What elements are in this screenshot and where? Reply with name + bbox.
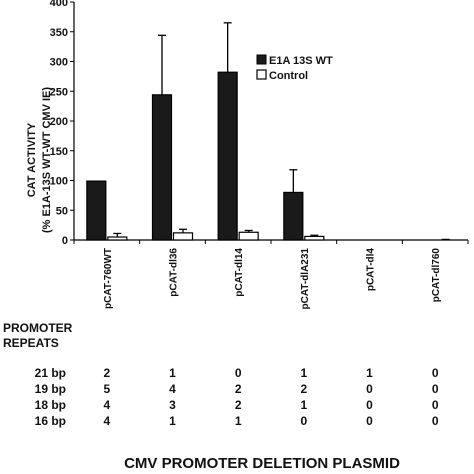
table-cell: 0 — [366, 414, 373, 428]
table-cell: 1 — [169, 366, 176, 380]
table-cell: 0 — [235, 366, 242, 380]
category-label: pCAT-760WT — [103, 248, 114, 309]
legend-label-e1a: E1A 13S WT — [269, 55, 333, 67]
table-cell: 3 — [169, 398, 176, 412]
x-axis-title: CMV PROMOTER DELETION PLASMID — [124, 455, 400, 472]
table-cell: 1 — [235, 414, 242, 428]
category-label: pCAT-dl14 — [234, 248, 245, 297]
table-header-line2: REPEATS — [3, 336, 59, 350]
table-cell: 4 — [103, 398, 110, 412]
bar-e1a — [217, 71, 238, 241]
category-labels: pCAT-760WT pCAT-dl36 pCAT-dl14 pCAT-dlA231 p… — [103, 248, 442, 310]
y-tick-label: 400 — [50, 0, 68, 9]
bar-control — [107, 236, 128, 241]
y-axis-title-line2: (% E1A-13S WT-WT CMV IE) — [41, 87, 53, 233]
bar-control — [172, 232, 194, 241]
table-rows: 21 bp 2 1 0 1 1 019 bp 5 4 2 2 0 018 bp 4 3 2 1 0 016 bp 4 1… — [35, 366, 439, 428]
table-cell: 0 — [366, 398, 373, 412]
table-cell: 1 — [169, 414, 176, 428]
table-row-label: 16 bp — [35, 414, 66, 428]
y-tick-label: 300 — [50, 57, 68, 69]
category-label: pCAT-dl760 — [431, 248, 442, 303]
y-axis-title-line1: CAT ACTIVITY — [26, 122, 38, 197]
y-tick-label: 50 — [56, 205, 68, 217]
category-label: pCAT-dl4 — [366, 248, 377, 292]
bar-control — [238, 231, 259, 241]
y-tick-label: 200 — [50, 116, 68, 128]
axes — [73, 2, 469, 244]
table-cell: 4 — [103, 414, 110, 428]
table-cell: 2 — [235, 382, 242, 396]
y-tick-label: 250 — [50, 86, 68, 98]
bar-control — [304, 235, 325, 241]
table-cell: 0 — [432, 398, 439, 412]
category-label: pCAT-dl36 — [169, 248, 180, 297]
y-tick-label: 100 — [50, 176, 68, 188]
table-cell: 2 — [103, 366, 110, 380]
table-header-line1: PROMOTER — [3, 321, 73, 335]
table-row-label: 18 bp — [35, 398, 66, 412]
bar-e1a — [283, 191, 304, 241]
table-row-label: 21 bp — [35, 366, 66, 380]
legend: E1A 13S WT Control — [256, 54, 333, 82]
table-cell: 2 — [300, 382, 307, 396]
y-tick-label: 150 — [50, 146, 68, 158]
table-cell: 4 — [169, 382, 176, 396]
table-cell: 0 — [432, 366, 439, 380]
bar-e1a — [151, 94, 173, 241]
table-cell: 2 — [235, 398, 242, 412]
error-bars — [113, 22, 450, 241]
y-tick-label: 350 — [50, 27, 68, 39]
bars — [86, 71, 325, 241]
table-cell: 1 — [300, 398, 307, 412]
y-tick-label: 0 — [62, 235, 68, 247]
bar-e1a — [86, 180, 107, 241]
table-cell: 1 — [366, 366, 373, 380]
promoter-repeats-table: PROMOTER REPEATS 21 bp 2 1 0 1 1 019 bp 5 4 2 2 0 01… — [3, 321, 439, 428]
legend-label-control: Control — [269, 70, 308, 82]
table-cell: 0 — [300, 414, 307, 428]
table-row-label: 19 bp — [35, 382, 66, 396]
table-cell: 5 — [103, 382, 110, 396]
table-cell: 0 — [432, 382, 439, 396]
table-cell: 0 — [366, 382, 373, 396]
table-cell: 1 — [300, 366, 307, 380]
table-cell: 0 — [432, 414, 439, 428]
legend-swatch-e1a — [256, 54, 267, 65]
legend-swatch-control — [256, 69, 267, 80]
category-label: pCAT-dlA231 — [300, 248, 311, 310]
y-ticks: 0 50 100 150 200 250 300 350 400 — [50, 0, 74, 247]
